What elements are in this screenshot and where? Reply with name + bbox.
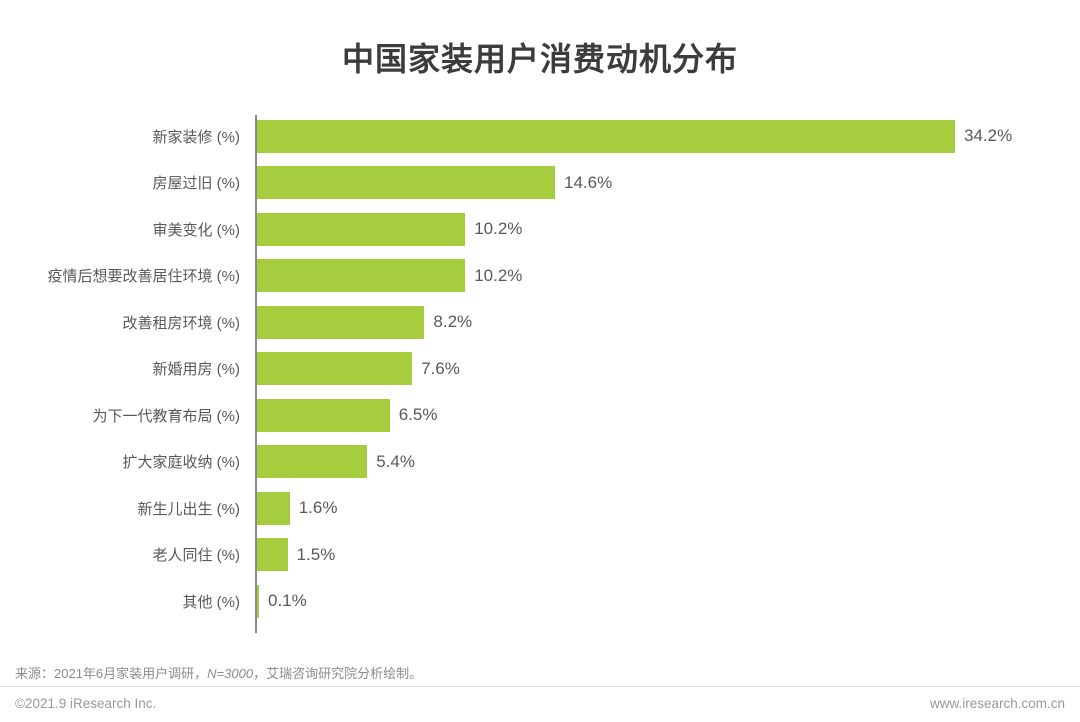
footer-divider [0,686,1080,687]
value-label: 6.5% [398,405,438,425]
bar-track: 8.2% [257,305,1080,339]
bar [257,212,466,246]
value-label: 1.5% [296,544,336,564]
chart-row: 老人同住 (%) 1.5% [0,532,1080,579]
value-label: 1.6% [298,498,338,518]
category-label: 扩大家庭收纳 (%) [122,454,241,472]
bar-track: 6.5% [257,398,1080,432]
chart-row: 新生儿出生 (%) 1.6% [0,485,1080,532]
bar [257,538,288,572]
category-label: 审美变化 (%) [152,221,241,239]
category-label: 新家装修 (%) [152,128,241,146]
chart-row: 新婚用房 (%) 7.6% [0,346,1080,393]
chart-row: 审美变化 (%) 10.2% [0,206,1080,253]
sample-size: N=3000 [207,666,254,681]
bar [257,305,425,339]
category-label: 新生儿出生 (%) [137,500,241,518]
page-title: 中国家装用户消费动机分布 [341,41,738,77]
bar [257,259,466,293]
bar [257,445,368,479]
footer-bar: ©2021.9 iResearch Inc. www.iresearch.com… [15,696,1065,711]
source-prefix: 来源：2021年6月家装用户调研， [15,666,208,681]
chart-rows: 新家装修 (%) 34.2% 房屋过旧 (%) 14.6% 审美变化 (%) 10.2% 疫… [0,113,1080,625]
chart-row: 其他 (%) 0.1% [0,578,1080,625]
bar-track: 14.6% [257,166,1080,200]
bar [257,584,259,618]
bar-track: 7.6% [257,352,1080,386]
chart-row: 房屋过旧 (%) 14.6% [0,160,1080,207]
chart-row: 改善租房环境 (%) 8.2% [0,299,1080,346]
value-label: 8.2% [433,312,473,332]
category-label: 为下一代教育布局 (%) [92,407,241,425]
bar [257,166,555,200]
y-axis-line [255,115,257,633]
category-label: 改善租房环境 (%) [122,314,241,332]
bar-track: 5.4% [257,445,1080,479]
value-label: 0.1% [268,591,307,611]
bar-track: 10.2% [257,212,1080,246]
bar-track: 1.6% [257,491,1080,525]
bar-track: 1.5% [257,538,1080,572]
value-label: 14.6% [564,172,613,192]
chart-row: 扩大家庭收纳 (%) 5.4% [0,439,1080,486]
category-label: 疫情后想要改善居住环境 (%) [47,268,241,286]
website-link[interactable]: www.iresearch.com.cn [929,696,1065,711]
bar-track: 0.1% [257,584,1080,618]
category-label: 老人同住 (%) [152,547,241,565]
bar [257,398,390,432]
category-label: 其他 (%) [182,593,241,611]
bar [257,352,413,386]
chart-row: 为下一代教育布局 (%) 6.5% [0,392,1080,439]
value-label: 10.2% [474,265,523,285]
value-label: 5.4% [376,451,415,471]
value-label: 34.2% [964,126,1013,146]
bar-track: 10.2% [257,259,1080,293]
copyright-text: ©2021.9 iResearch Inc. [15,696,157,711]
source-suffix: ，艾瑞咨询研究院分析绘制。 [253,666,423,681]
chart-row: 新家装修 (%) 34.2% [0,113,1080,160]
bar-track: 34.2% [257,119,1080,153]
category-label: 房屋过旧 (%) [152,175,241,193]
source-note: 来源：2021年6月家装用户调研，N=3000，艾瑞咨询研究院分析绘制。 [15,663,422,682]
bar [257,119,955,153]
bar-chart: 新家装修 (%) 34.2% 房屋过旧 (%) 14.6% 审美变化 (%) 10.2% 疫… [0,113,1080,625]
value-label: 10.2% [474,219,523,239]
value-label: 7.6% [421,358,460,378]
chart-row: 疫情后想要改善居住环境 (%) 10.2% [0,253,1080,300]
category-label: 新婚用房 (%) [152,361,241,379]
bar [257,491,290,525]
